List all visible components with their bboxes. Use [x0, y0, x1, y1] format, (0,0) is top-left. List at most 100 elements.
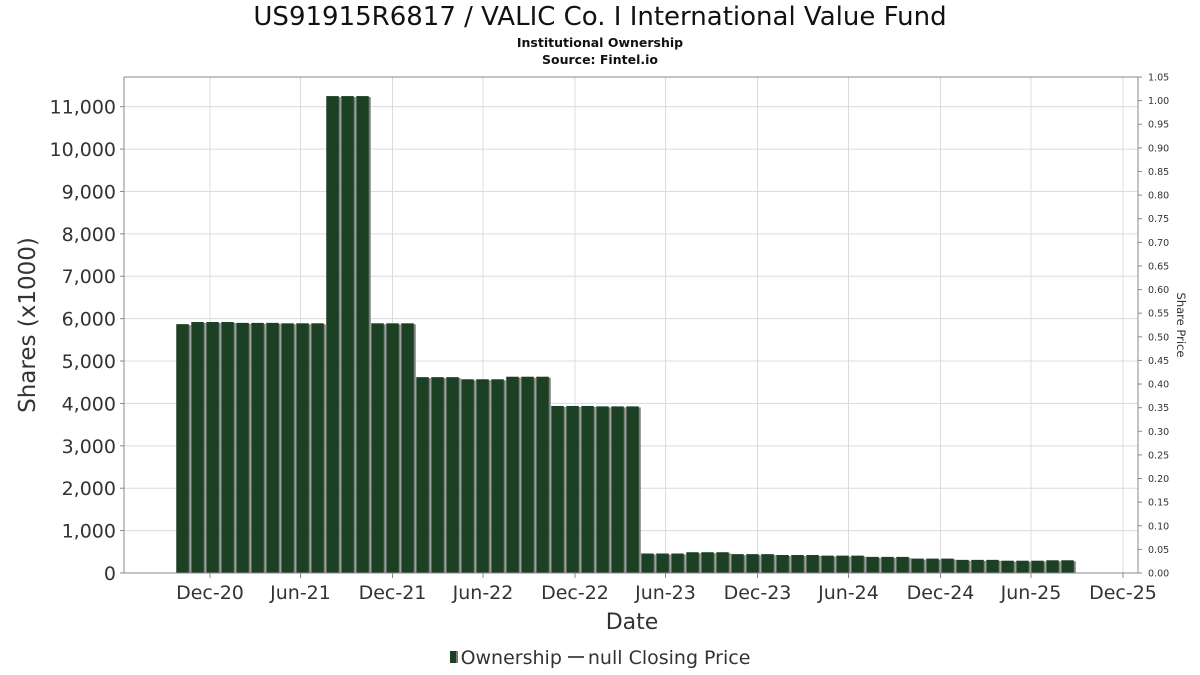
y2-axis-title: Share Price [1174, 293, 1188, 358]
ownership-bar [626, 406, 639, 573]
ownership-bar [656, 553, 669, 573]
ownership-bar [596, 406, 609, 573]
ownership-bar [866, 556, 879, 573]
ownership-bar [581, 405, 594, 573]
ownership-bar [251, 322, 264, 573]
y2-tick-label: 0.70 [1148, 238, 1169, 249]
price-legend-line [567, 656, 584, 658]
ownership-bar [476, 379, 489, 573]
chart-subtitle: Institutional Ownership [516, 35, 684, 50]
x-tick-label: Jun-23 [634, 582, 696, 604]
ownership-bar [221, 322, 234, 573]
ownership-bar [1046, 560, 1059, 573]
ownership-bar [806, 554, 819, 573]
ownership-bar [551, 405, 564, 573]
ownership-bar [986, 559, 999, 573]
y2-tick-label: 0.50 [1148, 332, 1169, 343]
y-tick-label: 8,000 [62, 224, 116, 246]
x-tick-label: Dec-21 [359, 582, 427, 604]
ownership-bar [851, 555, 864, 573]
ownership-bar [746, 554, 759, 573]
x-tick-label: Dec-24 [907, 582, 975, 604]
y2-tick-label: 0.35 [1148, 403, 1169, 414]
ownership-bar [446, 377, 459, 573]
y2-tick-label: 0.75 [1148, 214, 1169, 225]
y-tick-label: 4,000 [62, 393, 116, 415]
ownership-bar [236, 322, 249, 573]
y2-tick-label: 0.80 [1148, 191, 1169, 202]
y2-tick-label: 0.20 [1148, 474, 1169, 485]
ownership-bar [971, 559, 984, 573]
ownership-bar [701, 552, 714, 573]
y-tick-label: 1,000 [62, 521, 116, 543]
x-tick-label: Dec-23 [724, 582, 792, 604]
ownership-bar [836, 555, 849, 573]
x-tick-label: Dec-25 [1089, 582, 1157, 604]
ownership-bar [371, 323, 384, 573]
y2-tick-label: 0.60 [1148, 285, 1169, 296]
ownership-legend-label: Ownership [460, 647, 562, 669]
ownership-bar [386, 323, 399, 573]
y-tick-label: 0 [104, 563, 116, 585]
ownership-bar [686, 552, 699, 573]
ownership-bar [296, 323, 309, 573]
y2-tick-label: 0.30 [1148, 427, 1169, 438]
x-tick-label: Jun-22 [452, 582, 514, 604]
ownership-bar [506, 376, 519, 573]
y2-tick-label: 0.65 [1148, 261, 1169, 272]
ownership-bar [896, 556, 909, 573]
y2-tick-label: 0.45 [1148, 356, 1169, 367]
y2-tick-label: 0.15 [1148, 498, 1169, 509]
ownership-bar [266, 322, 279, 573]
ownership-bar [1061, 560, 1074, 573]
ownership-bar [536, 376, 549, 573]
ownership-bar [566, 405, 579, 573]
y2-tick-label: 0.55 [1148, 309, 1169, 320]
ownership-bar [911, 558, 924, 573]
ownership-bar [761, 554, 774, 573]
x-axis-title: Date [606, 610, 659, 635]
ownership-bar [1016, 560, 1029, 573]
ownership-bar [821, 555, 834, 573]
ownership-bar [311, 323, 324, 573]
ownership-bar [791, 554, 804, 573]
y2-tick-label: 1.05 [1148, 73, 1169, 84]
ownership-bar [431, 377, 444, 573]
chart-legend: Ownership null Closing Price [0, 647, 1200, 669]
chart-source: Source: Fintel.io [542, 52, 658, 67]
y2-tick-label: 0.25 [1148, 450, 1169, 461]
y2-tick-label: 0.85 [1148, 167, 1169, 178]
ownership-bar [716, 552, 729, 573]
ownership-bar [206, 322, 219, 573]
y-tick-label: 6,000 [62, 309, 116, 331]
y-axis-title: Shares (x1000) [15, 237, 41, 413]
y-tick-label: 9,000 [62, 181, 116, 203]
y-tick-label: 3,000 [62, 436, 116, 458]
ownership-bar [281, 323, 294, 573]
y-tick-label: 5,000 [62, 351, 116, 373]
y2-tick-label: 0.95 [1148, 120, 1169, 131]
ownership-bar [941, 558, 954, 573]
ownership-bar [521, 376, 534, 573]
y2-tick-label: 1.00 [1148, 96, 1169, 107]
ownership-bar [926, 558, 939, 573]
ownership-bar [731, 554, 744, 573]
ownership-bar [881, 556, 894, 573]
ownership-bar [641, 553, 654, 573]
ownership-bar [776, 554, 789, 573]
y2-tick-label: 0.40 [1148, 380, 1169, 391]
ownership-bar [356, 96, 369, 574]
ownership-bar [341, 96, 354, 574]
x-tick-label: Jun-25 [1000, 582, 1062, 604]
y2-tick-label: 0.10 [1148, 521, 1169, 532]
ownership-bar [956, 559, 969, 573]
x-tick-label: Dec-20 [176, 582, 244, 604]
ownership-bar [1001, 560, 1014, 573]
y-tick-label: 7,000 [62, 266, 116, 288]
y2-tick-label: 0.05 [1148, 545, 1169, 556]
ownership-bar [491, 379, 504, 573]
ownership-bar [611, 406, 624, 573]
ownership-legend-swatch [449, 651, 458, 663]
y-tick-label: 11,000 [50, 97, 116, 119]
